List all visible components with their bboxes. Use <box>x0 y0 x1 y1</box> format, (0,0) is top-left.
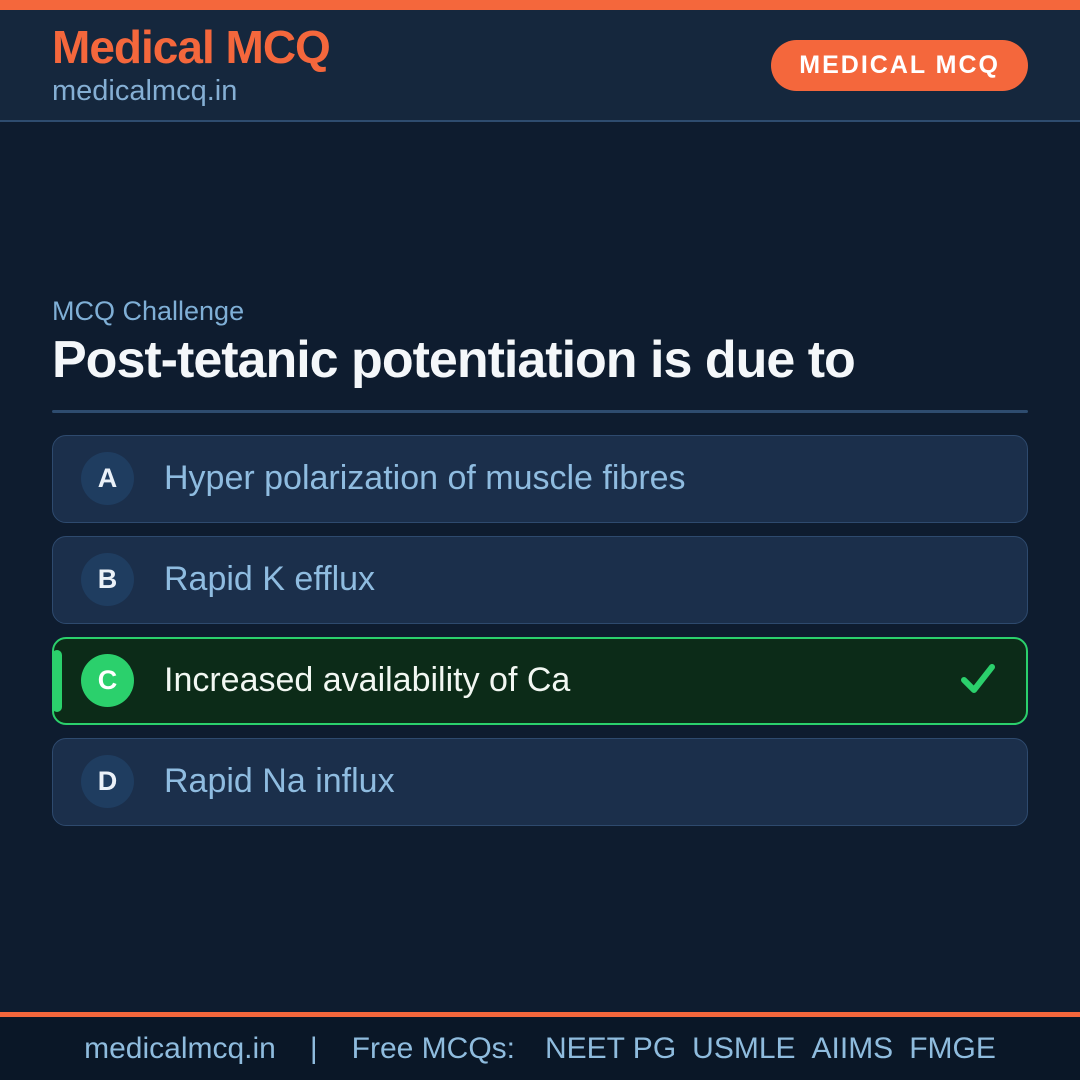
option-letter-badge: C <box>81 654 134 708</box>
option-text: Increased availability of Ca <box>164 661 571 700</box>
footer-exam: NEET PG <box>545 1031 677 1065</box>
option-letter-badge: B <box>81 553 134 607</box>
header: Medical MCQ medicalmcq.in MEDICAL MCQ <box>0 10 1080 122</box>
footer-exam: USMLE <box>692 1031 796 1065</box>
option-text: Rapid K efflux <box>164 560 376 599</box>
option-letter-badge: A <box>81 452 134 506</box>
question-title: Post-tetanic potentiation is due to <box>52 331 856 389</box>
option-row[interactable]: C Increased availability of Ca <box>52 636 1028 725</box>
option-text: Rapid Na influx <box>164 762 395 801</box>
option-text: Hyper polarization of muscle fibres <box>164 459 686 498</box>
footer-exam: FMGE <box>909 1031 996 1065</box>
option-letter-badge: D <box>81 755 134 809</box>
footer-exam: AIIMS <box>811 1031 894 1065</box>
correct-accent-bar <box>52 649 62 712</box>
brand-badge: MEDICAL MCQ <box>771 39 1028 91</box>
question-divider <box>52 409 1028 413</box>
footer-accent-line <box>0 1012 1080 1017</box>
brand-title: Medical MCQ <box>52 21 331 74</box>
footer: medicalmcq.in | Free MCQs: NEET PG USMLE… <box>0 1017 1080 1080</box>
footer-tagline: Free MCQs: <box>351 1031 515 1065</box>
brand-site-url: medicalmcq.in <box>52 74 238 107</box>
checkmark-icon <box>957 657 999 704</box>
options-list: A Hyper polarization of muscle fibres B … <box>52 434 1028 826</box>
footer-site: medicalmcq.in <box>84 1031 276 1065</box>
option-row[interactable]: D Rapid Na influx <box>52 737 1028 826</box>
question-section: MCQ Challenge Post-tetanic potentiation … <box>0 296 1080 826</box>
question-eyebrow: MCQ Challenge <box>52 296 245 326</box>
option-row[interactable]: A Hyper polarization of muscle fibres <box>52 434 1028 523</box>
brand-block: Medical MCQ medicalmcq.in <box>52 21 331 108</box>
footer-separator: | <box>309 1031 318 1065</box>
option-row[interactable]: B Rapid K efflux <box>52 535 1028 624</box>
top-accent-bar <box>0 0 1080 10</box>
